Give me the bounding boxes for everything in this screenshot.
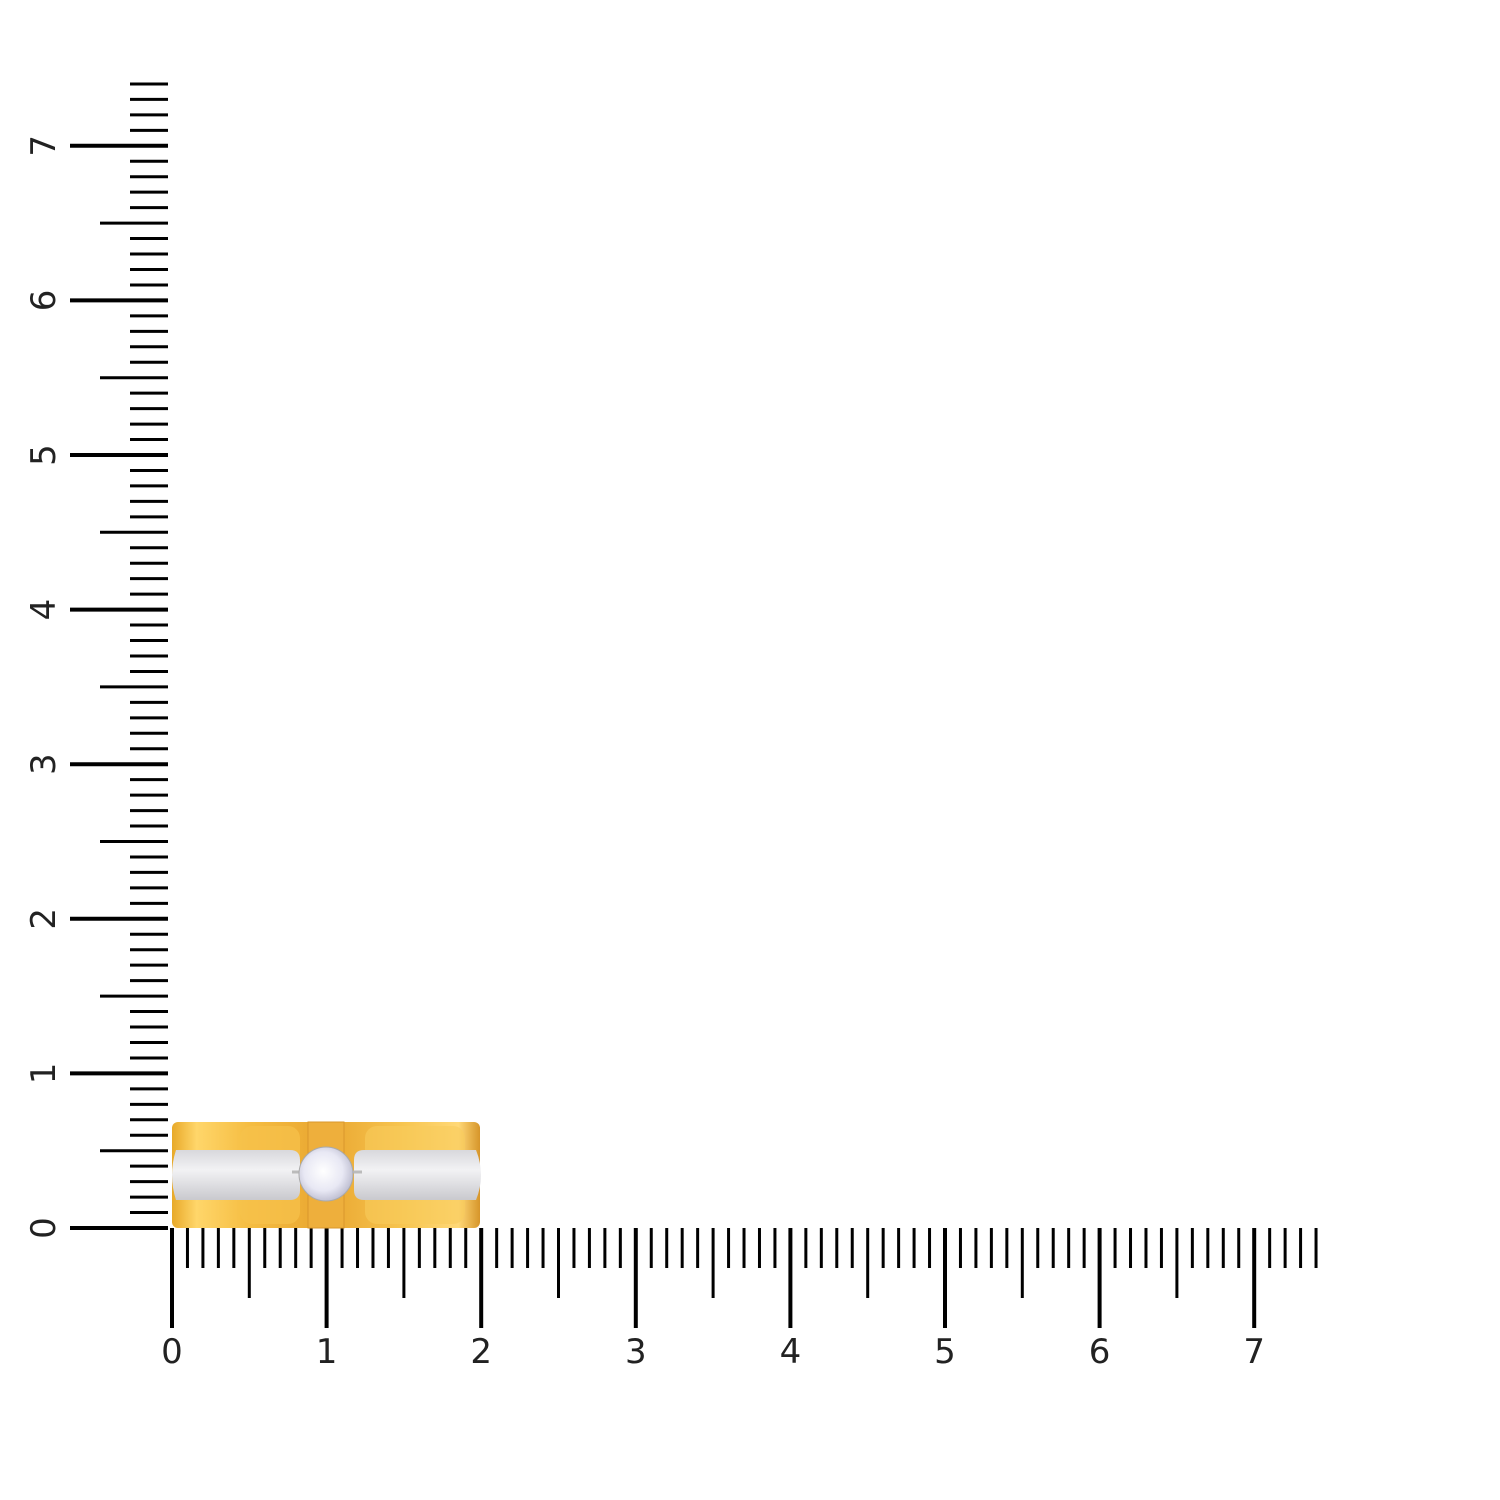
horizontal-ruler-label: 3 <box>625 1332 647 1372</box>
horizontal-ruler-label: 0 <box>161 1332 183 1372</box>
horizontal-ruler-label: 1 <box>316 1332 338 1372</box>
horizontal-ruler-label: 5 <box>934 1332 956 1372</box>
vertical-ruler-label: 0 <box>24 1217 64 1239</box>
ring-white-inlay-right <box>354 1150 481 1200</box>
vertical-ruler: 0 1 2 3 4 5 6 7 <box>24 82 168 1239</box>
vertical-ruler-label: 3 <box>24 753 64 775</box>
horizontal-ruler-label: 6 <box>1089 1332 1111 1372</box>
vertical-ruler-label: 2 <box>24 908 64 930</box>
vertical-ruler-label: 6 <box>24 290 64 312</box>
vertical-ruler-label: 7 <box>24 135 64 157</box>
horizontal-ruler-label: 4 <box>780 1332 802 1372</box>
vertical-ruler-label: 5 <box>24 444 64 466</box>
vertical-ruler-label: 4 <box>24 599 64 621</box>
ring-white-inlay-left <box>172 1150 300 1200</box>
horizontal-ruler-label: 7 <box>1243 1332 1265 1372</box>
ring-product-image <box>172 1121 481 1229</box>
vertical-ruler-label: 1 <box>24 1063 64 1085</box>
diamond <box>298 1146 354 1202</box>
horizontal-ruler: 0 1 2 3 4 5 6 7 <box>161 1228 1318 1372</box>
horizontal-ruler-label: 2 <box>470 1332 492 1372</box>
